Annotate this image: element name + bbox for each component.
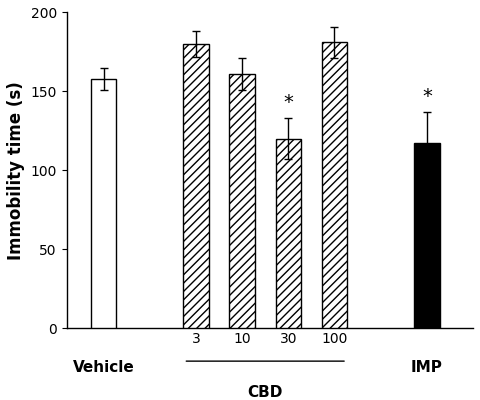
- Bar: [229, 74, 255, 328]
- Text: CBD: CBD: [248, 385, 283, 400]
- Bar: [91, 79, 116, 328]
- Text: Vehicle: Vehicle: [72, 360, 134, 374]
- Text: *: *: [283, 93, 293, 112]
- Text: IMP: IMP: [411, 360, 443, 374]
- Bar: [414, 143, 440, 328]
- Y-axis label: Immobility time (s): Immobility time (s): [7, 81, 25, 260]
- Bar: [276, 139, 301, 328]
- Bar: [183, 44, 209, 328]
- Text: *: *: [422, 86, 432, 106]
- Bar: [322, 42, 347, 328]
